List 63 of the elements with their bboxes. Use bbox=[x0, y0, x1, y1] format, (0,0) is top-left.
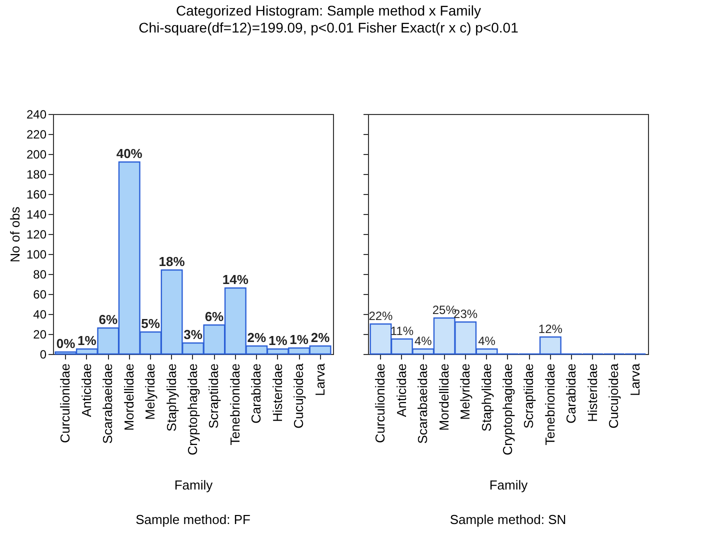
x-tick-label: Cucujoidea bbox=[291, 362, 306, 429]
x-tick-label: Tenebrionidae bbox=[542, 364, 558, 446]
x-tick-label: Histeridae bbox=[270, 364, 285, 422]
x-tick-label: Scraptiidae bbox=[206, 364, 222, 429]
y-tick-label: 140 bbox=[26, 208, 47, 222]
x-tick-label: Curculionidae bbox=[372, 364, 388, 443]
y-tick-label: 120 bbox=[26, 228, 47, 242]
x-tick-label: Scarabaeidae bbox=[415, 364, 430, 444]
annotation: 2% bbox=[247, 330, 266, 345]
x-axis-title: Family bbox=[489, 477, 528, 492]
x-tick-label: Anticidae bbox=[78, 364, 94, 417]
y-tick-label: 60 bbox=[33, 288, 47, 302]
y-tick-label: 0 bbox=[40, 348, 47, 362]
annotation: 22% bbox=[368, 309, 394, 323]
y-tick-label: 40 bbox=[33, 308, 47, 322]
x-tick-label: Cryptophagidae bbox=[185, 364, 200, 456]
annotation: 12% bbox=[538, 322, 563, 336]
x-tick-label: Histeridae bbox=[584, 364, 600, 422]
x-tick-label: Larva bbox=[627, 362, 642, 396]
annotation: 4% bbox=[414, 334, 432, 348]
y-tick-label: 100 bbox=[26, 248, 47, 262]
x-tick-label: Curculionidae bbox=[58, 364, 73, 443]
x-tick-label: Carabidae bbox=[564, 364, 579, 424]
x-tick-label: Larva bbox=[312, 362, 328, 396]
annotation: 3% bbox=[184, 327, 203, 342]
y-tick-label: 160 bbox=[26, 188, 47, 202]
y-tick-label: 240 bbox=[26, 108, 47, 122]
x-tick-label: Staphylidae bbox=[164, 364, 179, 432]
annotation: 1% bbox=[268, 333, 288, 348]
y-tick-label: 180 bbox=[26, 168, 47, 182]
chart-subtitle: Chi-square(df=12)=199.09, p<0.01 Fisher Exact(r x c) p<0.01 bbox=[138, 20, 519, 36]
y-tick-label: 20 bbox=[33, 328, 47, 342]
annotation: 4% bbox=[478, 334, 496, 348]
x-tick-label: Mordellidae bbox=[436, 364, 452, 431]
annotation: 6% bbox=[98, 312, 118, 327]
annotation: 1% bbox=[290, 332, 309, 347]
text: Sample method: PF bbox=[136, 512, 250, 527]
x-tick-label: Tenebrionidae bbox=[227, 364, 242, 446]
annotation: 40% bbox=[116, 146, 143, 161]
y-axis-title: No of obs bbox=[7, 206, 22, 262]
x-axis-title: Family bbox=[174, 477, 214, 492]
annotation: 0% bbox=[56, 336, 76, 351]
x-tick-label: Scarabaeidae bbox=[100, 364, 116, 444]
x-tick-label: Cryptophagidae bbox=[500, 364, 515, 456]
x-tick-label: Mordellidae bbox=[121, 364, 136, 431]
x-tick-label: Staphylidae bbox=[478, 364, 494, 432]
annotation: 18% bbox=[158, 254, 186, 269]
x-tick-label: Cucujoidea bbox=[606, 362, 622, 429]
x-tick-label: Melyridae bbox=[458, 364, 473, 420]
text: Sample method: SN bbox=[450, 512, 566, 527]
x-tick-label: Scraptiidae bbox=[521, 364, 536, 429]
y-tick-label: 220 bbox=[26, 128, 47, 142]
x-tick-label: Carabidae bbox=[248, 364, 264, 424]
annotation: 2% bbox=[310, 330, 330, 345]
y-tick-label: 200 bbox=[26, 148, 47, 162]
annotation: 1% bbox=[78, 333, 97, 348]
annotation: 6% bbox=[204, 309, 224, 324]
annotation: 5% bbox=[141, 316, 160, 331]
x-tick-label: Anticidae bbox=[394, 364, 409, 417]
annotation: 14% bbox=[222, 272, 249, 287]
y-tick-label: 80 bbox=[33, 268, 47, 282]
x-tick-label: Melyridae bbox=[142, 364, 158, 420]
chart-title: Categorized Histogram: Sample method x Family bbox=[176, 2, 481, 18]
